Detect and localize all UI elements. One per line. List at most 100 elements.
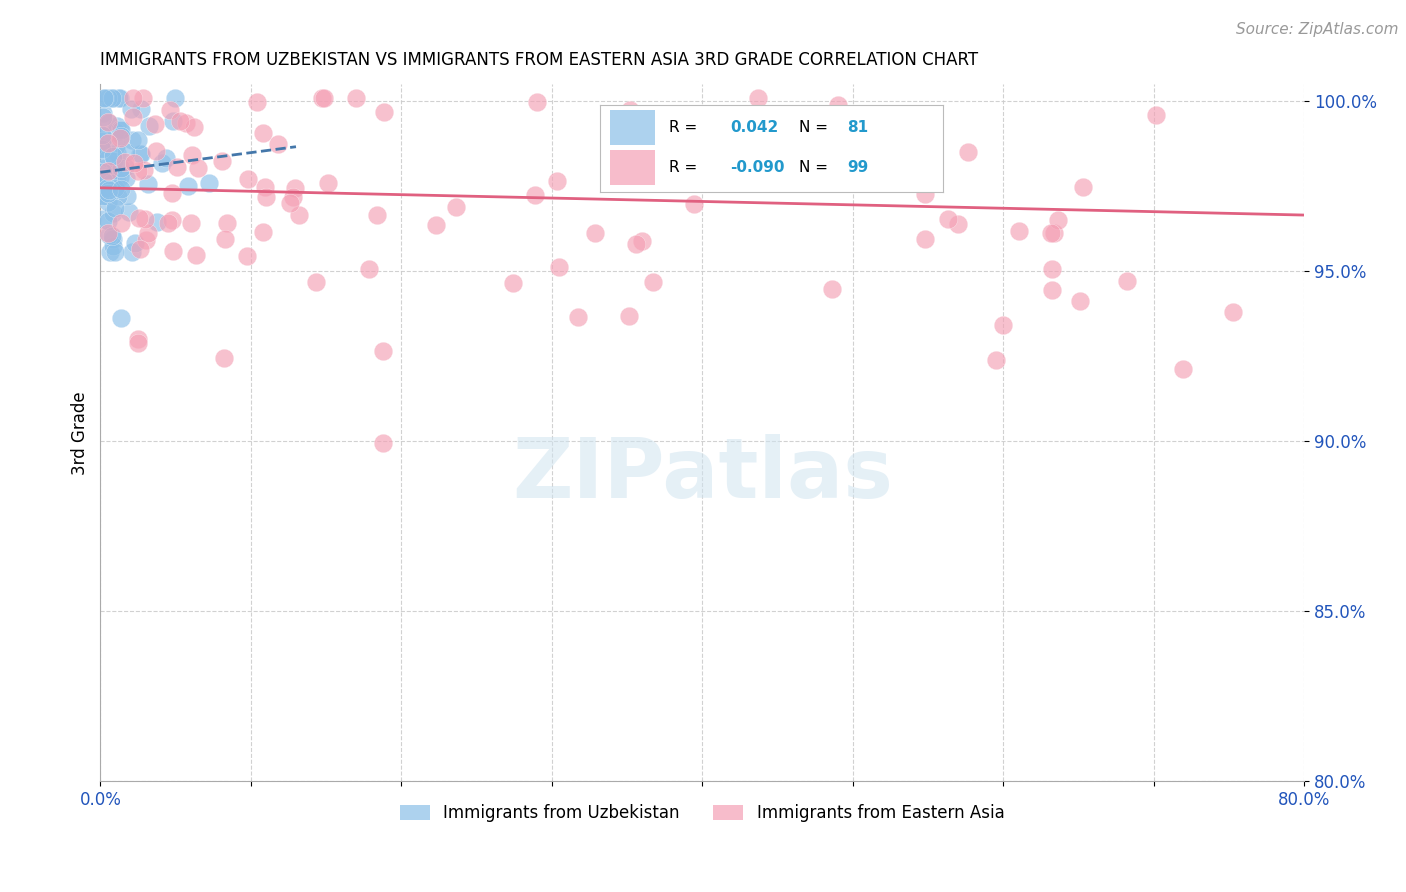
Point xyxy=(254,190,277,204)
Point xyxy=(132,91,155,105)
Point xyxy=(101,232,124,246)
Point xyxy=(1115,274,1137,288)
Point xyxy=(946,217,969,231)
Point xyxy=(914,231,936,245)
Point xyxy=(122,91,145,105)
Point xyxy=(181,148,204,162)
Point xyxy=(957,145,980,160)
Text: ZIPatlas: ZIPatlas xyxy=(512,434,893,515)
Point xyxy=(502,276,524,290)
Point xyxy=(97,136,120,150)
Point xyxy=(583,226,606,240)
Point xyxy=(128,211,150,226)
Point xyxy=(122,156,145,170)
Point xyxy=(641,275,664,289)
Point xyxy=(96,181,118,195)
Point xyxy=(97,186,120,201)
Point xyxy=(157,216,180,230)
Point xyxy=(252,126,274,140)
Point xyxy=(547,260,569,275)
Point xyxy=(91,111,114,125)
Point xyxy=(312,91,335,105)
Point xyxy=(184,248,207,262)
Point xyxy=(236,249,259,263)
Point xyxy=(160,212,183,227)
Point xyxy=(122,110,145,124)
Point xyxy=(1144,108,1167,122)
Point xyxy=(132,163,155,178)
Point xyxy=(162,113,184,128)
Point xyxy=(114,155,136,169)
Point xyxy=(101,91,124,105)
Point xyxy=(103,149,125,163)
Point xyxy=(110,182,132,196)
Point xyxy=(117,189,139,203)
Point xyxy=(110,161,132,176)
Y-axis label: 3rd Grade: 3rd Grade xyxy=(72,391,89,475)
Point xyxy=(97,151,120,165)
Legend: Immigrants from Uzbekistan, Immigrants from Eastern Asia: Immigrants from Uzbekistan, Immigrants f… xyxy=(394,797,1011,829)
Point xyxy=(128,242,150,256)
Point xyxy=(938,211,960,226)
Point xyxy=(91,105,114,120)
Point xyxy=(991,318,1014,333)
Point xyxy=(145,144,167,158)
Point xyxy=(108,169,131,184)
Point xyxy=(105,145,128,160)
Point xyxy=(305,276,328,290)
Point xyxy=(100,177,122,191)
Point xyxy=(97,226,120,240)
Text: IMMIGRANTS FROM UZBEKISTAN VS IMMIGRANTS FROM EASTERN ASIA 3RD GRADE CORRELATION: IMMIGRANTS FROM UZBEKISTAN VS IMMIGRANTS… xyxy=(100,51,979,69)
Point xyxy=(236,172,259,186)
Point xyxy=(311,91,333,105)
Point xyxy=(94,91,117,105)
Point xyxy=(278,196,301,211)
Point xyxy=(127,336,149,351)
Point xyxy=(626,237,648,252)
Point xyxy=(94,161,117,176)
Point xyxy=(136,177,159,191)
Point xyxy=(105,172,128,186)
Point xyxy=(108,130,131,145)
Point xyxy=(93,174,115,188)
Point xyxy=(103,153,125,168)
Point xyxy=(709,113,731,128)
Point xyxy=(214,232,236,246)
Point xyxy=(124,235,146,250)
Point xyxy=(159,103,181,117)
Point xyxy=(96,189,118,203)
Point xyxy=(115,145,138,160)
Point xyxy=(267,137,290,152)
Point xyxy=(90,171,112,186)
Point xyxy=(91,165,114,179)
Point xyxy=(1222,305,1244,319)
Point xyxy=(104,245,127,260)
Point xyxy=(1071,180,1094,194)
Point xyxy=(97,214,120,228)
Point xyxy=(97,163,120,178)
Point xyxy=(546,174,568,188)
Point xyxy=(100,91,122,105)
Point xyxy=(91,189,114,203)
Point xyxy=(177,178,200,193)
Point xyxy=(107,188,129,202)
Point xyxy=(93,129,115,144)
Point xyxy=(1043,226,1066,240)
Point xyxy=(114,170,136,185)
Point xyxy=(163,91,186,105)
Point xyxy=(103,239,125,253)
Point xyxy=(827,98,849,112)
Point xyxy=(120,103,142,117)
Point xyxy=(288,208,311,222)
Point xyxy=(110,123,132,137)
Point xyxy=(97,227,120,242)
Point xyxy=(281,190,304,204)
Point xyxy=(104,125,127,139)
Point xyxy=(444,200,467,214)
Point xyxy=(747,91,769,105)
Point xyxy=(146,215,169,229)
Point xyxy=(93,91,115,105)
Point xyxy=(619,103,641,117)
Point xyxy=(104,180,127,194)
Point xyxy=(110,122,132,136)
